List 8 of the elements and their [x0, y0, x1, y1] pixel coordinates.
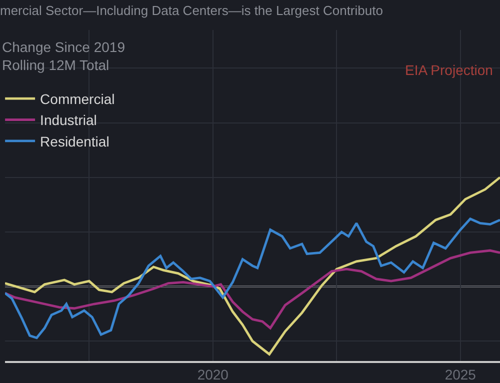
x-tick-label: 2020: [197, 366, 229, 383]
text: EIA Projection: [405, 62, 493, 78]
legend-label: Residential: [40, 133, 110, 150]
x-tick-label: 2025: [444, 366, 476, 383]
legend-label: Industrial: [40, 112, 97, 128]
text: Change Since 2019 Rolling 12M Total: [2, 39, 126, 74]
legend-label: Commercial: [40, 91, 115, 108]
chart-title: mercial Sector—Including Data Centers—is the Largest Contributo: [0, 2, 383, 18]
